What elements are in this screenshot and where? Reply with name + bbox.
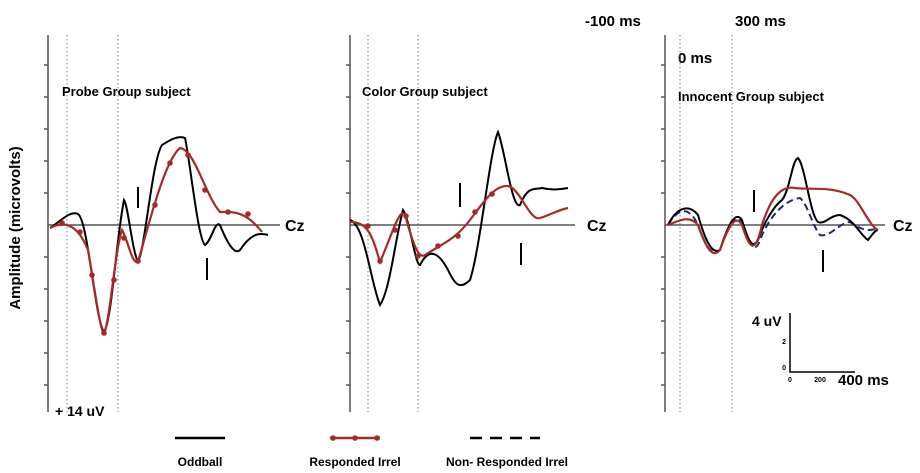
oddball-wave bbox=[667, 156, 879, 252]
legend: Oddball Responded Irrel Non- Responded I… bbox=[175, 435, 568, 469]
time-label: 300 ms bbox=[735, 13, 786, 30]
panel-title: Probe Group subject bbox=[62, 84, 191, 99]
electrode-label: Cz bbox=[285, 218, 305, 235]
legend-label: Non- Responded Irrel bbox=[446, 455, 568, 469]
responded-irrel-wave bbox=[349, 184, 569, 266]
scale-bar bbox=[789, 313, 855, 373]
time-label: -100 ms bbox=[585, 13, 641, 30]
y-axis-label: Amplitude (microvolts) bbox=[7, 146, 24, 309]
panel-innocent: Innocent Group subject Cz 4 uV 2 0 0 200… bbox=[661, 35, 913, 412]
panel-title: Innocent Group subject bbox=[678, 89, 825, 104]
axis-ticks bbox=[346, 64, 350, 386]
scale-tick: 0 bbox=[782, 365, 786, 372]
panel-title: Color Group subject bbox=[362, 84, 488, 99]
axis-ticks bbox=[44, 64, 48, 386]
oddball-wave bbox=[349, 129, 569, 308]
legend-label: Responded Irrel bbox=[309, 455, 400, 469]
wave-markers bbox=[59, 152, 251, 336]
scale-time: 400 ms bbox=[838, 372, 889, 389]
time-label: 0 ms bbox=[678, 50, 712, 67]
responded-irrel-wave bbox=[49, 146, 263, 336]
scale-tick: 200 bbox=[814, 377, 826, 384]
amplitude-label: + 14 uV bbox=[55, 403, 105, 419]
panel-color: Color Group subject Cz bbox=[346, 35, 607, 412]
axis-ticks bbox=[661, 64, 665, 386]
wave-markers bbox=[365, 191, 495, 264]
electrode-label: Cz bbox=[893, 218, 913, 235]
panel-probe: Probe Group subject Cz + 14 uV bbox=[44, 35, 305, 419]
scale-tick: 2 bbox=[782, 339, 786, 346]
scale-amplitude: 4 uV bbox=[752, 313, 782, 329]
legend-label: Oddball bbox=[178, 455, 223, 469]
legend-markers bbox=[330, 435, 380, 441]
oddball-wave bbox=[49, 136, 269, 334]
electrode-label: Cz bbox=[587, 218, 607, 235]
responded-irrel-wave bbox=[667, 186, 879, 255]
scale-tick: 0 bbox=[788, 377, 792, 384]
